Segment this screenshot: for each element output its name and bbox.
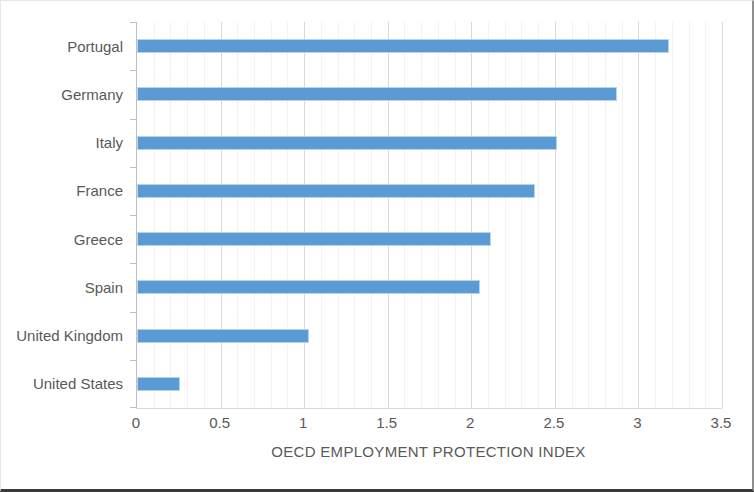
y-axis-tick-mark: [130, 70, 136, 71]
x-tick-label: 0.5: [209, 414, 230, 431]
y-axis-tick-mark: [130, 215, 136, 216]
gridline-minor: [254, 22, 255, 408]
gridline-minor: [672, 22, 673, 408]
gridline-major: [388, 22, 389, 408]
gridline-minor: [237, 22, 238, 408]
gridline-minor: [187, 22, 188, 408]
gridline-minor: [287, 22, 288, 408]
bar-united-kingdom: [137, 329, 309, 343]
gridline-minor: [655, 22, 656, 408]
x-tick-label: 3: [633, 414, 641, 431]
gridline-minor: [505, 22, 506, 408]
gridline-major: [471, 22, 472, 408]
bar-italy: [137, 136, 557, 150]
gridline-major: [555, 22, 556, 408]
category-label: Greece: [1, 215, 123, 263]
gridline-minor: [488, 22, 489, 408]
gridline-minor: [204, 22, 205, 408]
gridline-minor: [271, 22, 272, 408]
y-axis-tick-mark: [130, 167, 136, 168]
category-label: United Kingdom: [1, 312, 123, 360]
bar-greece: [137, 232, 491, 246]
gridline-minor: [521, 22, 522, 408]
bar-spain: [137, 280, 480, 294]
gridline-minor: [338, 22, 339, 408]
gridline-minor: [689, 22, 690, 408]
category-label: France: [1, 167, 123, 215]
y-axis-tick-mark: [130, 360, 136, 361]
bar-germany: [137, 87, 617, 101]
gridline-minor: [321, 22, 322, 408]
gridline-minor: [538, 22, 539, 408]
x-tick-label: 1.5: [376, 414, 397, 431]
gridline-minor: [371, 22, 372, 408]
gridline-minor: [404, 22, 405, 408]
x-axis-title: OECD EMPLOYMENT PROTECTION INDEX: [136, 443, 721, 460]
bar-portugal: [137, 39, 669, 53]
bar-chart-figure: PortugalGermanyItalyFranceGreeceSpainUni…: [0, 0, 754, 492]
category-label: United States: [1, 360, 123, 408]
gridline-minor: [421, 22, 422, 408]
y-axis-category-labels: PortugalGermanyItalyFranceGreeceSpainUni…: [1, 22, 123, 408]
x-tick-label: 2: [466, 414, 474, 431]
gridline-minor: [354, 22, 355, 408]
y-axis-tick-mark: [130, 22, 136, 23]
gridline-minor: [455, 22, 456, 408]
plot-area: [136, 22, 722, 409]
category-label: Portugal: [1, 22, 123, 70]
gridline-minor: [438, 22, 439, 408]
gridline-minor: [170, 22, 171, 408]
gridline-major: [221, 22, 222, 408]
gridline-minor: [605, 22, 606, 408]
gridline-minor: [588, 22, 589, 408]
gridline-major: [638, 22, 639, 408]
gridline-major: [722, 22, 723, 408]
gridline-minor: [705, 22, 706, 408]
x-tick-label: 1: [299, 414, 307, 431]
y-axis-tick-mark: [130, 407, 136, 408]
bar-france: [137, 184, 535, 198]
gridline-major: [304, 22, 305, 408]
gridline-minor: [622, 22, 623, 408]
y-axis-tick-mark: [130, 312, 136, 313]
gridline-minor: [154, 22, 155, 408]
y-axis-tick-mark: [130, 263, 136, 264]
gridline-minor: [572, 22, 573, 408]
x-tick-label: 0: [132, 414, 140, 431]
category-label: Germany: [1, 70, 123, 118]
x-tick-label: 3.5: [711, 414, 732, 431]
y-axis-tick-mark: [130, 119, 136, 120]
category-label: Italy: [1, 119, 123, 167]
bar-united-states: [137, 377, 180, 391]
x-axis-tick-labels: 00.511.522.533.5: [136, 414, 721, 434]
category-label: Spain: [1, 263, 123, 311]
x-tick-label: 2.5: [543, 414, 564, 431]
